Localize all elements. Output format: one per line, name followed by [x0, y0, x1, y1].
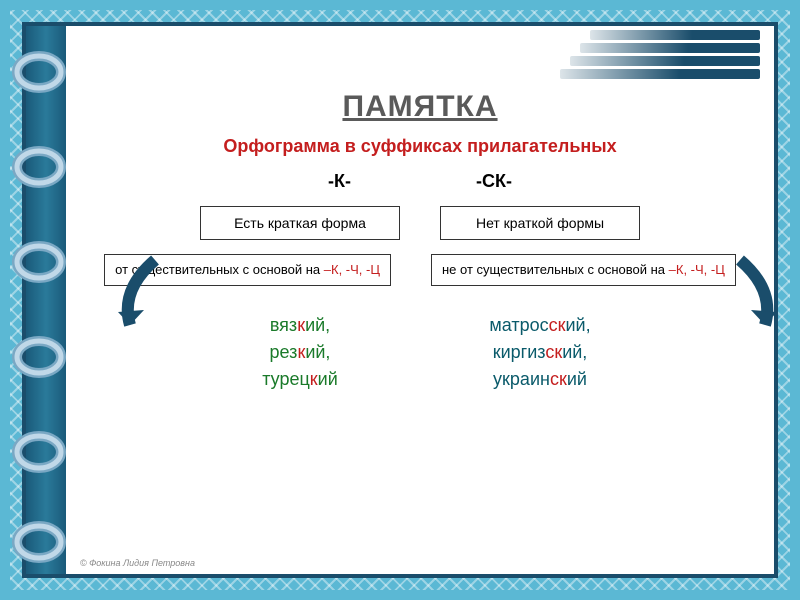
example-item: украинский: [450, 366, 630, 393]
example-item: киргизский,: [450, 339, 630, 366]
binder-ring: [12, 335, 67, 379]
binder-ring: [12, 520, 67, 564]
binder-ring: [12, 430, 67, 474]
binder-ring: [12, 50, 67, 94]
binder-ring: [12, 240, 67, 284]
slide-content: ПАМЯТКА Орфограмма в суффиксах прилагате…: [80, 40, 760, 560]
rule-left-suffix: –К, -Ч, -Ц: [324, 262, 380, 277]
condition-right: Нет краткой формы: [440, 206, 640, 240]
rule-right: не от существительных с основой на –К, -…: [431, 254, 736, 286]
page-title: ПАМЯТКА: [80, 90, 760, 124]
examples-right: матросский, киргизский, украинский: [440, 306, 640, 399]
rule-right-suffix: –К, -Ч, -Ц: [669, 262, 725, 277]
binder-ring: [12, 145, 67, 189]
condition-left: Есть краткая форма: [200, 206, 400, 240]
example-item: матросский,: [450, 312, 630, 339]
rule-right-text: не от существительных с основой на: [442, 262, 669, 277]
rules-row: от существительных с основой на –К, -Ч, …: [80, 254, 760, 286]
binding-strip: [26, 26, 66, 574]
conditions-row: Есть краткая форма Нет краткой формы: [80, 206, 760, 240]
examples-left: вязкий, резкий, турецкий: [200, 306, 400, 399]
suffix-k: -К-: [328, 171, 351, 192]
suffix-header: -К- -СК-: [80, 171, 760, 192]
example-item: турецкий: [210, 366, 390, 393]
suffix-sk: -СК-: [476, 171, 512, 192]
examples-row: вязкий, резкий, турецкий матросский, кир…: [80, 306, 760, 399]
footer-credit: © Фокина Лидия Петровна: [80, 558, 195, 568]
page-subtitle: Орфограмма в суффиксах прилагательных: [80, 136, 760, 157]
example-item: вязкий,: [210, 312, 390, 339]
example-item: резкий,: [210, 339, 390, 366]
arrow-left-icon: [110, 250, 170, 350]
arrow-right-icon: [725, 250, 785, 350]
